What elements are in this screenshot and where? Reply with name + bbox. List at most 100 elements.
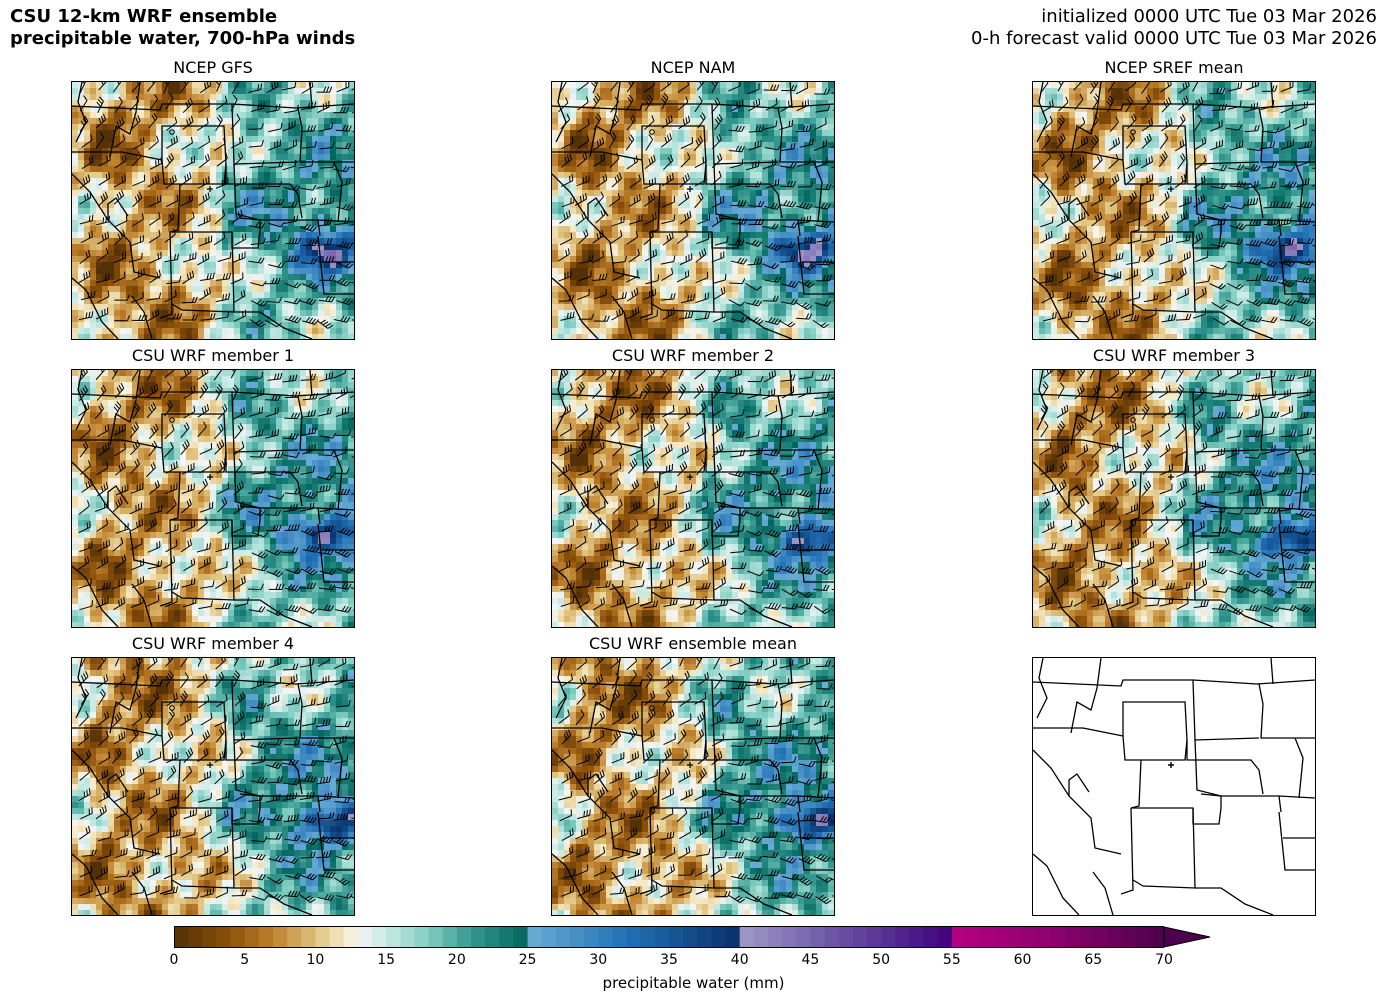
colorbar-cell	[980, 927, 995, 947]
colorbar-cell	[1050, 927, 1066, 947]
colorbar-cell	[951, 927, 967, 947]
colorbar-cell	[513, 927, 529, 947]
pw-map-panel	[1032, 369, 1316, 628]
colorbar-cell	[654, 927, 670, 947]
colorbar-cell	[895, 927, 911, 947]
colorbar-tick-label: 30	[589, 952, 607, 968]
colorbar-tick-label: 40	[731, 952, 749, 968]
colorbar-cell	[329, 927, 345, 947]
colorbar-cell	[711, 927, 727, 947]
valid-time: 0-h forecast valid 0000 UTC Tue 03 Mar 2…	[971, 28, 1377, 50]
colorbar-cell	[697, 927, 713, 947]
colorbar-cell	[555, 927, 571, 947]
colorbar-tick-label: 5	[240, 952, 249, 968]
colorbar-cell	[867, 927, 882, 947]
station-marker	[649, 417, 655, 423]
pw-map-panel	[71, 81, 355, 340]
figure-title: CSU 12-km WRF ensemble precipitable wate…	[10, 6, 355, 50]
colorbar-cell	[258, 927, 274, 947]
state-boundaries	[72, 370, 354, 627]
colorbar-tick-label: 50	[872, 952, 890, 968]
panel-title: CSU WRF member 3	[1032, 346, 1316, 365]
location-marker	[1168, 186, 1174, 192]
pw-map-panel	[551, 81, 835, 340]
colorbar-cell	[485, 927, 500, 947]
colorbar-cell	[1022, 927, 1038, 947]
location-marker	[207, 762, 213, 768]
colorbar-cell	[343, 927, 359, 947]
location-marker	[207, 186, 213, 192]
colorbar-cell	[1149, 927, 1165, 947]
colorbar-cell	[386, 927, 401, 947]
panel-title: NCEP GFS	[71, 58, 355, 77]
colorbar-tick-label: 25	[519, 952, 537, 968]
panel-title: NCEP NAM	[551, 58, 835, 77]
colorbar-cell	[428, 927, 444, 947]
wind-barbs	[557, 658, 834, 905]
colorbar-cell	[584, 927, 599, 947]
colorbar-cell	[923, 927, 939, 947]
station-marker	[649, 129, 655, 135]
station-marker	[1130, 417, 1136, 423]
forecast-time-info: initialized 0000 UTC Tue 03 Mar 2026 0-h…	[971, 6, 1377, 50]
station-marker	[169, 705, 175, 711]
colorbar-cell	[824, 927, 840, 947]
title-line-1: CSU 12-km WRF ensemble	[10, 6, 355, 28]
state-boundaries	[552, 658, 834, 915]
colorbar-cell	[1093, 927, 1109, 947]
colorbar-tick-label: 45	[802, 952, 820, 968]
colorbar-cell	[315, 927, 331, 947]
colorbar-cell	[442, 927, 458, 947]
colorbar-cell	[400, 927, 416, 947]
colorbar-cell	[301, 927, 317, 947]
colorbar-cell	[838, 927, 854, 947]
location-marker	[1168, 762, 1174, 768]
wind-barbs	[557, 82, 834, 329]
colorbar-cell	[881, 927, 896, 947]
colorbar-cell	[994, 927, 1010, 947]
location-marker	[207, 474, 213, 480]
colorbar-cell	[414, 927, 430, 947]
location-marker	[1168, 474, 1174, 480]
colorbar-cell	[357, 927, 373, 947]
station-marker	[649, 705, 655, 711]
colorbar-cell	[753, 927, 769, 947]
colorbar-cell	[230, 927, 246, 947]
colorbar-cell	[1008, 927, 1024, 947]
init-time: initialized 0000 UTC Tue 03 Mar 2026	[971, 6, 1377, 28]
colorbar-cell	[966, 927, 981, 947]
colorbar-tick-label: 35	[660, 952, 678, 968]
location-marker	[687, 762, 693, 768]
pw-field	[72, 82, 354, 339]
colorbar-tick-label: 65	[1084, 952, 1102, 968]
panel-title: CSU WRF member 1	[71, 346, 355, 365]
colorbar-cell	[725, 927, 741, 947]
colorbar	[174, 926, 1211, 948]
pw-field	[1033, 370, 1315, 627]
colorbar-cell	[626, 927, 642, 947]
wind-barbs	[557, 370, 834, 615]
colorbar-cell	[937, 927, 953, 947]
colorbar-tick-label: 70	[1155, 952, 1173, 968]
colorbar-cell	[273, 927, 288, 947]
station-marker	[1130, 129, 1136, 135]
colorbar-cell	[810, 927, 826, 947]
colorbar-cell	[612, 927, 628, 947]
colorbar-cells	[174, 927, 1165, 947]
colorbar-cell	[527, 927, 543, 947]
colorbar-cell	[174, 927, 189, 947]
wind-barbs	[1038, 370, 1315, 616]
title-line-2: precipitable water, 700-hPa winds	[10, 28, 355, 50]
reference-map	[1032, 657, 1316, 916]
wind-barbs	[77, 370, 354, 616]
colorbar-cell	[287, 927, 302, 947]
colorbar-cell	[796, 927, 812, 947]
panel-title: CSU WRF member 2	[551, 346, 835, 365]
colorbar-cell	[1065, 927, 1080, 947]
panel-title: CSU WRF ensemble mean	[551, 634, 835, 653]
location-marker	[687, 474, 693, 480]
state-boundaries	[552, 82, 834, 339]
colorbar-label: precipitable water (mm)	[0, 974, 1387, 992]
pw-map-panel	[71, 657, 355, 916]
colorbar-tick-label: 55	[943, 952, 961, 968]
